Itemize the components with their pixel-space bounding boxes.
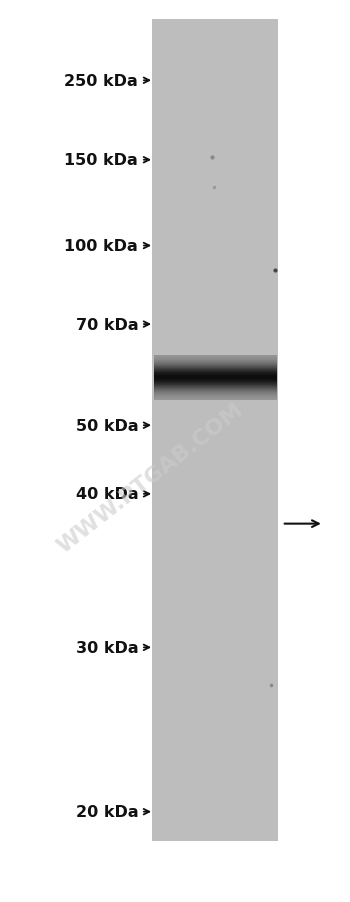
Text: 30 kDa: 30 kDa <box>76 640 138 655</box>
Text: 100 kDa: 100 kDa <box>64 239 138 253</box>
Text: WWW.PTGAB.COM: WWW.PTGAB.COM <box>54 400 247 557</box>
Text: 250 kDa: 250 kDa <box>64 74 138 88</box>
Text: 40 kDa: 40 kDa <box>76 487 138 502</box>
Text: 70 kDa: 70 kDa <box>76 318 138 332</box>
Text: 20 kDa: 20 kDa <box>76 805 138 819</box>
Text: 150 kDa: 150 kDa <box>64 153 138 168</box>
Text: 50 kDa: 50 kDa <box>76 419 138 433</box>
